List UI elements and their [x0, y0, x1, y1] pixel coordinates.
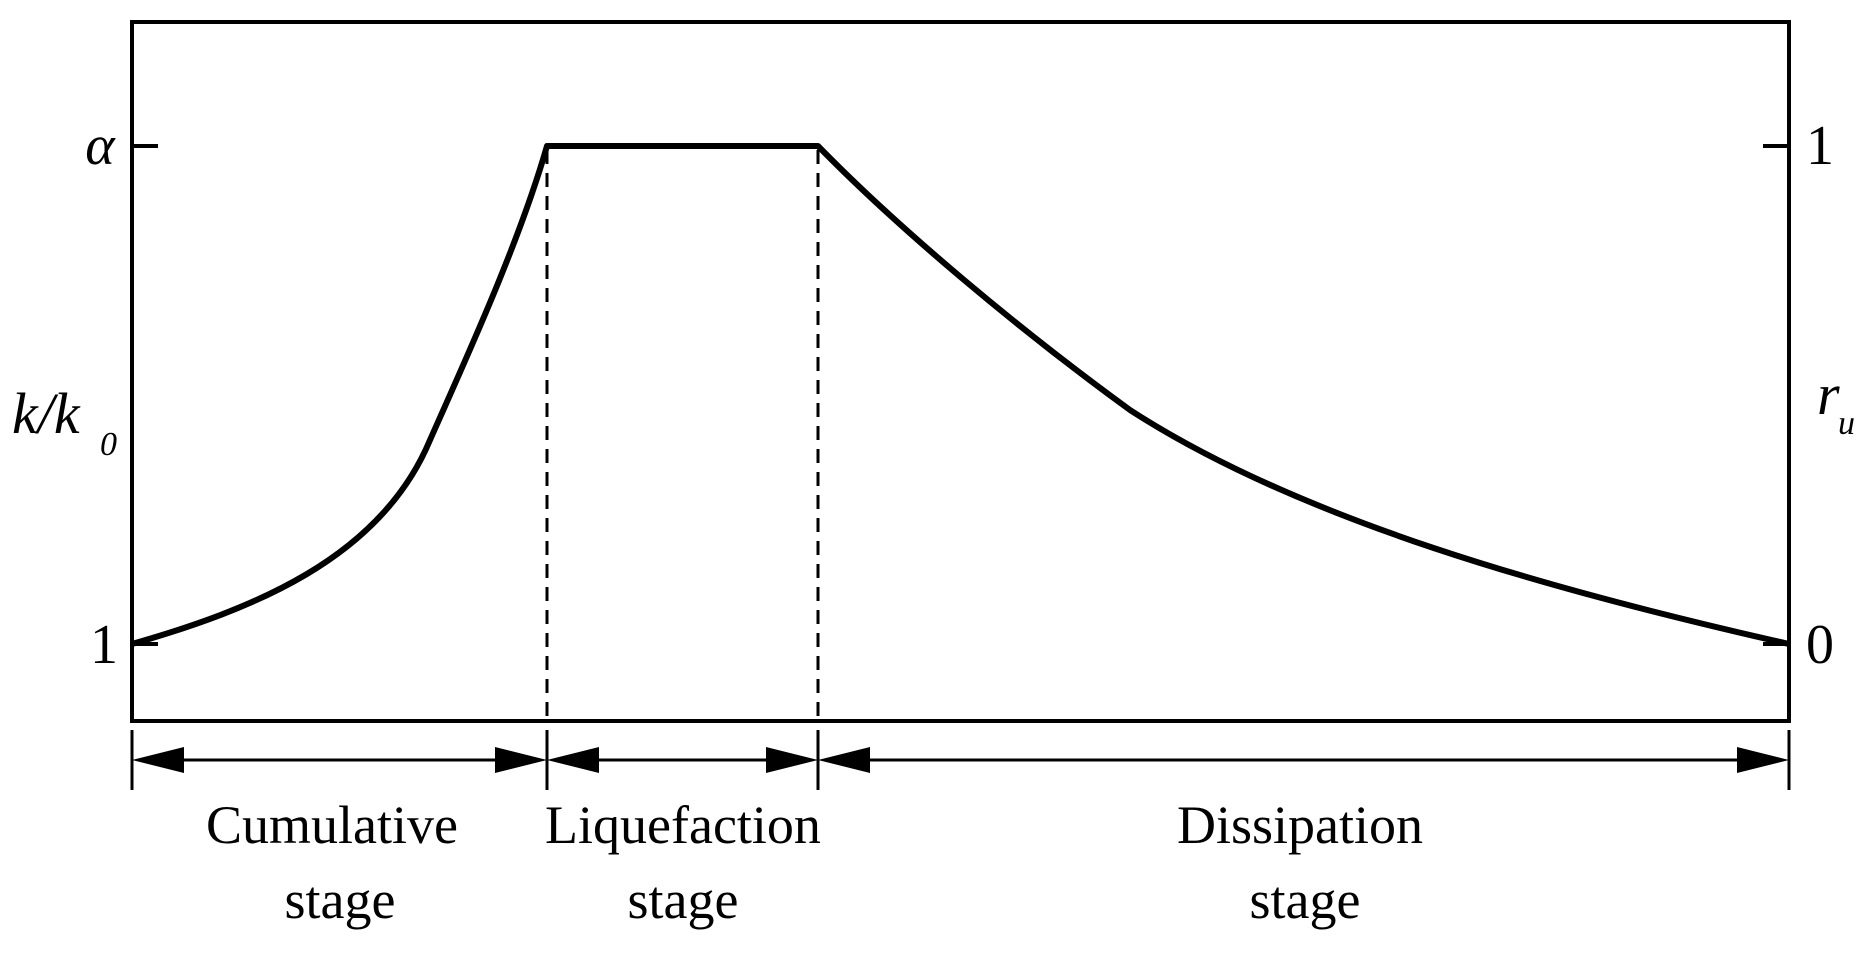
plot-frame	[130, 20, 1791, 723]
arrowhead-left-icon	[818, 747, 870, 773]
dissipation-stage-arrow	[818, 747, 1789, 773]
left-tick-label-bottom: 1	[90, 614, 118, 676]
stage-label-cumulative-line2: stage	[285, 870, 396, 930]
arrowhead-right-icon	[1737, 747, 1789, 773]
permeability-curve	[131, 143, 1790, 647]
arrowhead-right-icon	[766, 747, 818, 773]
arrowhead-right-icon	[495, 747, 547, 773]
stage-label-dissipation-line1: Dissipation	[1177, 795, 1423, 855]
arrowhead-left-icon	[132, 747, 184, 773]
stage-label-liquefaction-line1: Liquefaction	[545, 795, 821, 855]
arrowhead-left-icon	[547, 747, 599, 773]
liquefaction-stage-arrow	[547, 747, 818, 773]
stage-label-dissipation-line2: stage	[1250, 870, 1361, 930]
stage-label-liquefaction-line2: stage	[628, 870, 739, 930]
right-axis-label: r	[1817, 362, 1840, 427]
left-tick-label-top: α	[85, 115, 116, 177]
right-tick-label-top: 1	[1806, 115, 1834, 177]
left-axis-label-subscript: 0	[100, 426, 117, 463]
stage-label-cumulative-line1: Cumulative	[206, 795, 458, 855]
right-axis-label-subscript: u	[1838, 405, 1855, 442]
cumulative-stage-arrow	[132, 747, 547, 773]
left-axis-label: k/k	[12, 381, 81, 446]
right-tick-label-bottom: 0	[1806, 614, 1834, 676]
